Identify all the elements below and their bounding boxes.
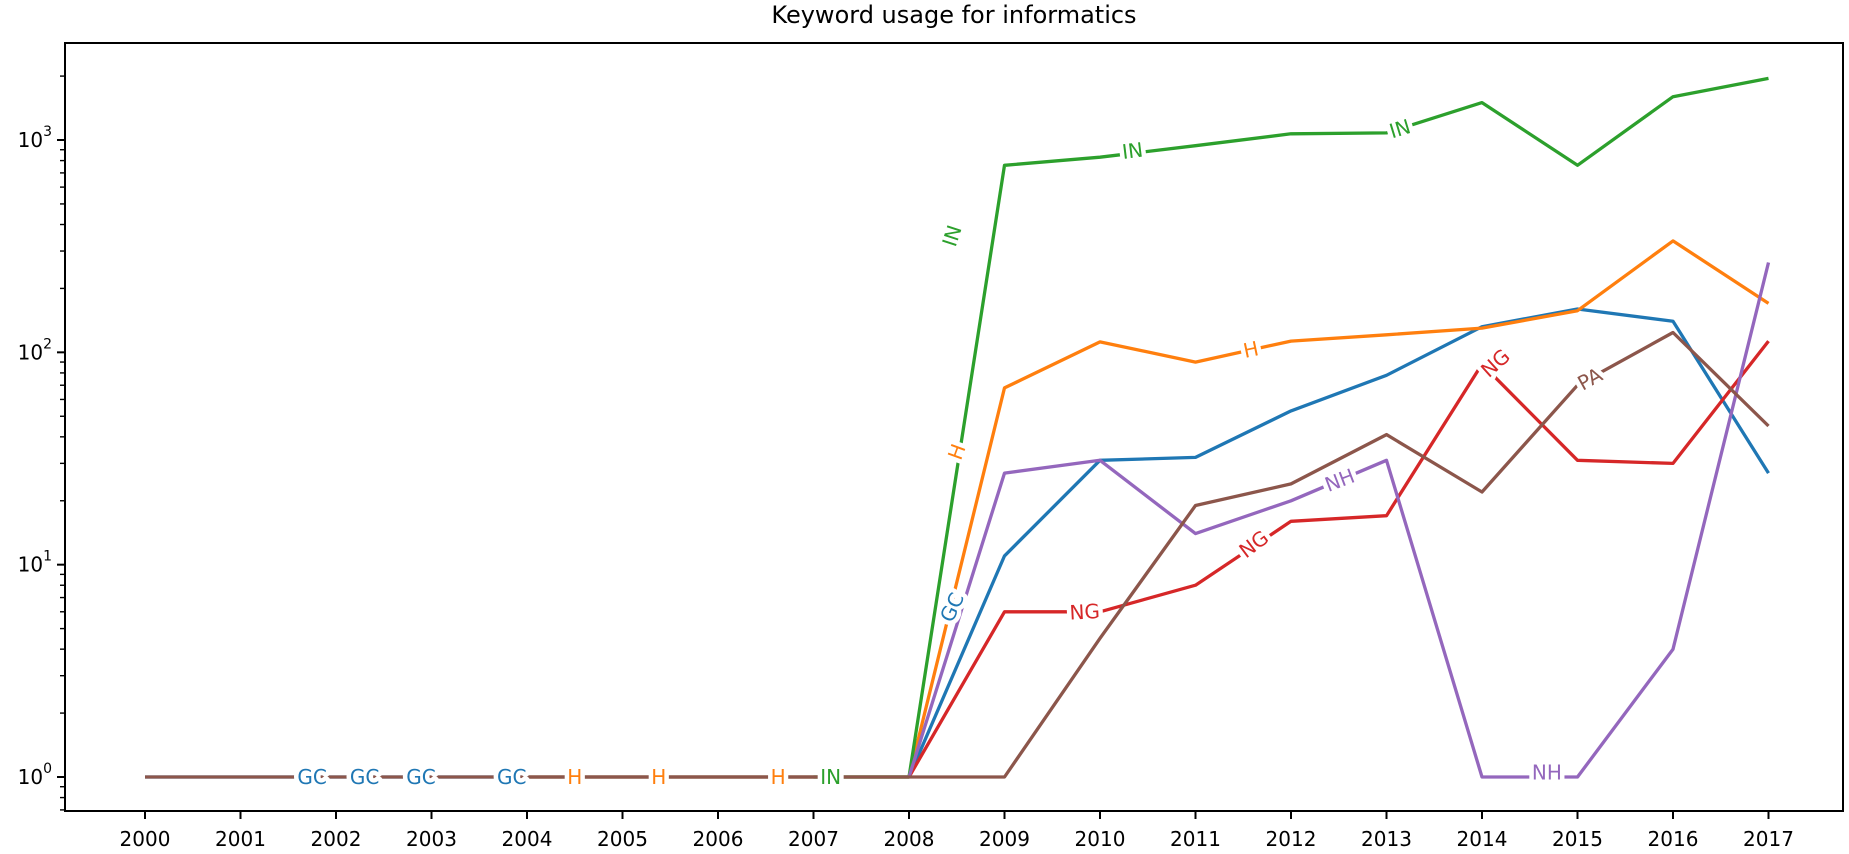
inline-label-H-5: H xyxy=(567,765,582,789)
x-tick-label-2002: 2002 xyxy=(311,827,362,851)
inline-label-H-8: H xyxy=(943,441,971,463)
plot-border xyxy=(64,42,1844,812)
inline-label-NG-16: NG xyxy=(1476,344,1515,382)
series-line-GC xyxy=(145,307,1770,779)
inline-label-IN-12: IN xyxy=(1121,138,1145,164)
series-line-IN xyxy=(813,76,1769,779)
inline-label-NH-18: NH xyxy=(1532,761,1562,785)
series-line-H xyxy=(527,239,1770,779)
series-line-NH xyxy=(907,262,1771,779)
inline-label-GC-3: GC xyxy=(497,765,526,789)
x-tick-label-2016: 2016 xyxy=(1648,827,1699,851)
inline-label-GC-2: GC xyxy=(406,765,435,789)
x-tick-label-2003: 2003 xyxy=(406,827,457,851)
x-tick-label-2005: 2005 xyxy=(597,827,648,851)
inline-label-H-6: H xyxy=(651,765,666,789)
y-tick-label-1e3: 103 xyxy=(18,124,52,152)
inline-label-GC-4: GC xyxy=(935,589,969,626)
inline-label-NG-14: NG xyxy=(1069,599,1101,625)
series-line-NG xyxy=(907,340,1770,778)
x-tick-label-2014: 2014 xyxy=(1457,827,1508,851)
chart-title: Keyword usage for informatics xyxy=(771,1,1137,29)
inline-label-IN-11: IN xyxy=(937,222,966,249)
inline-label-NH-17: NH xyxy=(1321,464,1358,497)
x-tick-label-2017: 2017 xyxy=(1743,827,1794,851)
x-tick-label-2006: 2006 xyxy=(693,827,744,851)
y-tick-label-1e0: 100 xyxy=(18,761,52,789)
x-tick-label-2007: 2007 xyxy=(788,827,839,851)
inline-label-IN-10: IN xyxy=(820,765,841,789)
x-tick-label-2004: 2004 xyxy=(502,827,553,851)
inline-label-PA-19: PA xyxy=(1573,362,1606,395)
y-tick-label-1e1: 101 xyxy=(18,549,52,577)
y-tick-label-1e2: 102 xyxy=(18,336,52,364)
inline-label-IN-13: IN xyxy=(1386,114,1413,143)
x-tick-label-2009: 2009 xyxy=(979,827,1030,851)
x-tick-label-2012: 2012 xyxy=(1266,827,1317,851)
x-tick-label-2000: 2000 xyxy=(120,827,171,851)
inline-label-H-9: H xyxy=(1241,336,1261,363)
inline-label-GC-1: GC xyxy=(350,765,379,789)
x-tick-label-2015: 2015 xyxy=(1552,827,1603,851)
x-tick-label-2011: 2011 xyxy=(1170,827,1221,851)
x-tick-label-2001: 2001 xyxy=(215,827,266,851)
x-tick-label-2013: 2013 xyxy=(1361,827,1412,851)
x-tick-label-2010: 2010 xyxy=(1075,827,1126,851)
x-tick-label-2008: 2008 xyxy=(884,827,935,851)
inline-label-H-7: H xyxy=(771,765,786,789)
series-line-PA xyxy=(145,330,1770,779)
inline-label-GC-0: GC xyxy=(297,765,326,789)
